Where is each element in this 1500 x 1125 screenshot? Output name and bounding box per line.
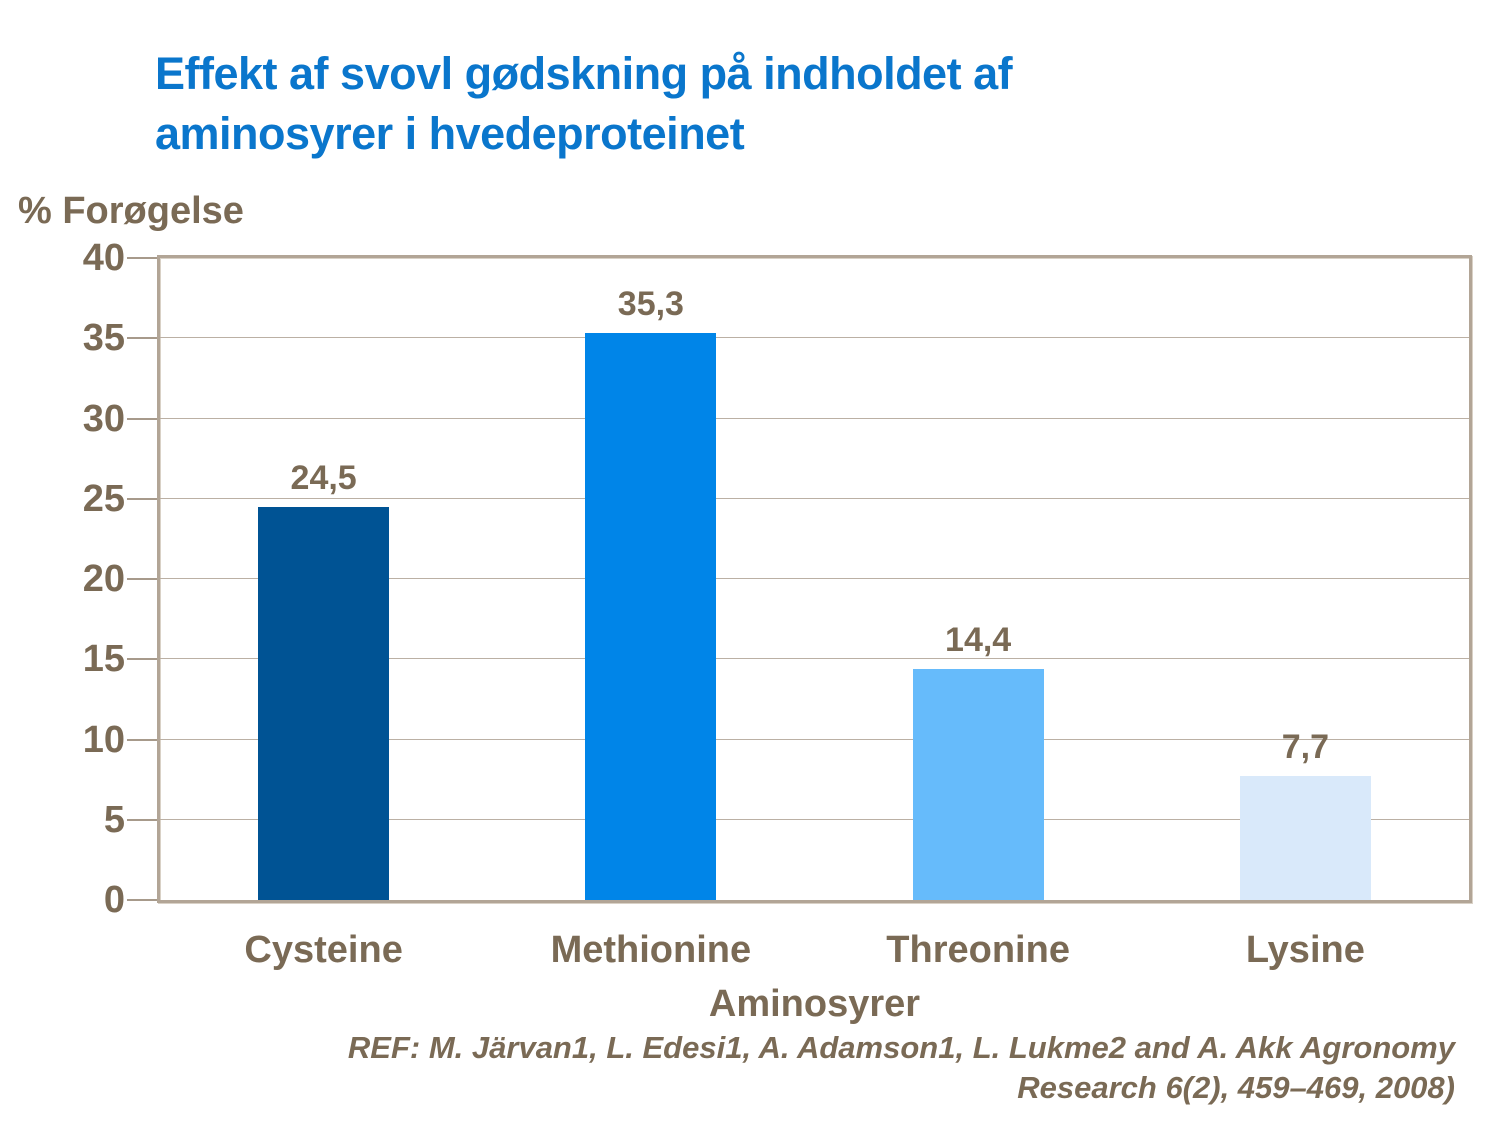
reference-line2: Research 6(2), 459–469, 2008) — [1017, 1070, 1455, 1105]
gridline — [160, 818, 1469, 820]
y-tick-label: 40 — [82, 237, 125, 279]
category-label-cysteine: Cysteine — [244, 929, 403, 971]
y-tick — [127, 257, 157, 259]
bar-value-label: 35,3 — [617, 285, 684, 324]
y-tick-label: 20 — [82, 558, 125, 600]
y-tick-label: 15 — [82, 638, 125, 681]
bar-cysteine — [258, 506, 390, 900]
gridline — [160, 337, 1469, 339]
category-label-threonine: Threonine — [886, 929, 1070, 971]
y-tick — [127, 497, 157, 500]
y-tick — [127, 578, 157, 580]
bar-lysine — [1239, 776, 1371, 900]
y-tick — [127, 899, 157, 901]
reference-citation: REF: M. Järvan1, L. Edesi1, A. Adamson1,… — [155, 1028, 1455, 1108]
chart-title: Effekt af svovl gødskning på indholdet a… — [155, 48, 1013, 159]
y-tick-label: 0 — [103, 879, 125, 921]
gridline — [160, 738, 1469, 740]
y-axis-title: % Forøgelse — [18, 190, 244, 232]
category-label-lysine: Lysine — [1245, 929, 1365, 971]
gridline — [160, 417, 1469, 419]
bar-threonine — [912, 668, 1044, 900]
reference-line1: REF: M. Järvan1, L. Edesi1, A. Adamson1,… — [347, 1030, 1455, 1065]
bar-value-label: 24,5 — [290, 458, 357, 497]
x-axis-title: Aminosyrer — [708, 983, 921, 1025]
y-tick — [127, 818, 157, 821]
gridline — [160, 497, 1469, 499]
y-tick — [127, 417, 157, 420]
y-tick — [127, 337, 157, 340]
y-tick — [127, 658, 157, 661]
bar-value-label: 14,4 — [945, 620, 1012, 659]
y-tick-label: 10 — [82, 718, 125, 761]
gridline — [160, 578, 1469, 579]
y-tick-label: 30 — [82, 397, 125, 440]
y-tick-label: 5 — [103, 798, 125, 841]
bar-value-label: 7,7 — [1281, 728, 1329, 767]
y-tick — [127, 738, 157, 741]
y-tick-label: 35 — [82, 317, 125, 360]
category-label-methionine: Methionine — [550, 929, 752, 971]
bar-methionine — [585, 333, 717, 900]
y-tick-label: 25 — [82, 477, 125, 520]
gridline — [160, 658, 1469, 660]
plot-area: 24,5 35,3 14,4 7,7 — [157, 255, 1472, 903]
